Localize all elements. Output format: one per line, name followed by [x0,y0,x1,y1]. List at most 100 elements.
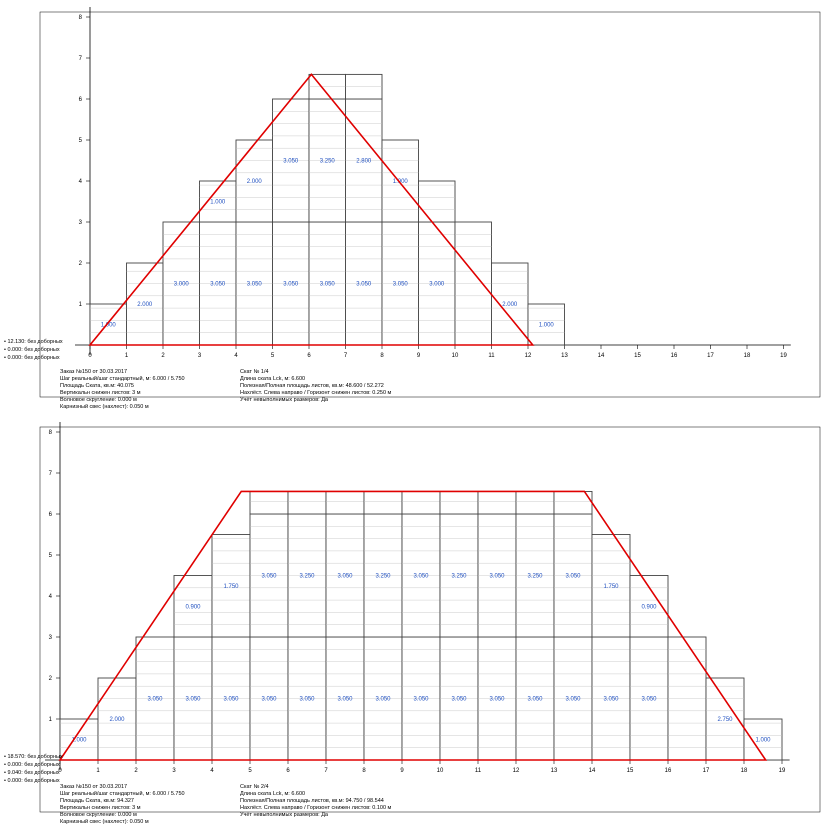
svg-text:15: 15 [634,353,641,359]
svg-text:18: 18 [744,353,751,359]
svg-text:Учёт невыполнимых размеров: Да: Учёт невыполнимых размеров: Да [240,812,329,818]
svg-text:Скат № 1/4: Скат № 1/4 [240,369,269,375]
svg-text:2: 2 [49,676,53,682]
svg-text:10: 10 [452,353,459,359]
svg-text:8: 8 [362,768,366,774]
svg-text:3.050: 3.050 [299,697,315,703]
svg-text:3.050: 3.050 [413,574,429,580]
svg-text:0.900: 0.900 [185,604,201,610]
svg-text:3.050: 3.050 [565,697,581,703]
svg-text:0.900: 0.900 [641,604,657,610]
svg-text:16: 16 [671,353,678,359]
svg-text:3: 3 [79,220,83,226]
svg-text:6: 6 [79,97,83,103]
svg-text:3.050: 3.050 [185,697,201,703]
svg-text:13: 13 [561,353,568,359]
svg-text:Шаг реальный/шаг стандартный,: Шаг реальный/шаг стандартный, м: 6.000 /… [60,375,185,382]
svg-text:• 9.040: без доборных: • 9.040: без доборных [4,770,60,776]
svg-text:3: 3 [198,353,202,359]
svg-text:3.050: 3.050 [337,697,353,703]
svg-text:• 0.000: без доборных: • 0.000: без доборных [4,778,60,784]
svg-text:6: 6 [307,353,311,359]
slope-panel-1: 012345678910111213141516171819123456781.… [0,0,830,410]
svg-text:16: 16 [665,768,672,774]
svg-text:3.050: 3.050 [527,697,543,703]
svg-text:Волновое скругление: 0.000 м: Волновое скругление: 0.000 м [60,397,137,403]
svg-text:3.050: 3.050 [356,282,372,288]
svg-text:2.000: 2.000 [137,302,153,308]
svg-text:1.750: 1.750 [223,584,239,590]
svg-text:Площадь Ската, кв.м: 40.075: Площадь Ската, кв.м: 40.075 [60,383,134,389]
svg-text:12: 12 [525,353,532,359]
svg-text:8: 8 [380,353,384,359]
svg-text:4: 4 [210,768,214,774]
svg-text:3.050: 3.050 [489,697,505,703]
slope-panel-2: 012345678910111213141516171819123456781.… [0,415,830,830]
svg-text:Нахлёст. Слева направо / Гориз: Нахлёст. Слева направо / Горизонт снижен… [240,805,392,811]
svg-text:5: 5 [79,138,83,144]
svg-text:2.000: 2.000 [109,717,125,723]
svg-text:7: 7 [49,471,53,477]
svg-text:Заказ №150 от 30.03.2017: Заказ №150 от 30.03.2017 [60,784,127,790]
svg-text:9: 9 [417,353,421,359]
svg-text:4: 4 [79,179,83,185]
svg-text:3.050: 3.050 [147,697,163,703]
svg-text:19: 19 [780,353,787,359]
svg-text:2: 2 [134,768,138,774]
svg-text:3.000: 3.000 [174,282,190,288]
svg-text:6: 6 [286,768,290,774]
svg-text:4: 4 [49,594,53,600]
svg-text:18: 18 [741,768,748,774]
svg-text:17: 17 [707,353,714,359]
svg-text:Карнизный свес (нахлест): 0.05: Карнизный свес (нахлест): 0.050 м [60,403,149,410]
svg-text:• 18.570: без доборных: • 18.570: без доборных [4,754,63,760]
svg-text:3.000: 3.000 [429,282,445,288]
svg-text:3: 3 [49,635,53,641]
svg-text:3.050: 3.050 [603,697,619,703]
svg-text:8: 8 [49,430,53,436]
svg-text:• 0.000: без доборных: • 0.000: без доборных [4,762,60,768]
svg-text:2.000: 2.000 [502,302,518,308]
svg-text:1: 1 [79,302,83,308]
svg-text:12: 12 [513,768,520,774]
svg-text:Заказ №150 от 30.03.2017: Заказ №150 от 30.03.2017 [60,369,127,375]
svg-text:Волновое скругление: 0.000 м: Волновое скругление: 0.000 м [60,812,137,818]
svg-text:1: 1 [96,768,100,774]
svg-text:2: 2 [161,353,165,359]
svg-text:10: 10 [437,768,444,774]
svg-text:3.050: 3.050 [261,574,277,580]
svg-text:3.050: 3.050 [337,574,353,580]
svg-text:3.250: 3.250 [320,159,336,165]
svg-text:3.050: 3.050 [565,574,581,580]
svg-text:Скат № 2/4: Скат № 2/4 [240,784,269,790]
svg-text:3.050: 3.050 [451,697,467,703]
svg-text:3.050: 3.050 [261,697,277,703]
svg-text:Вертикальн снижен листов: 3 м: Вертикальн снижен листов: 3 м [60,390,141,396]
svg-text:3.250: 3.250 [299,574,315,580]
svg-text:• 0.000: без доборных: • 0.000: без доборных [4,347,60,353]
svg-text:5: 5 [49,553,53,559]
svg-text:Вертикальн снижен листов: 3 м: Вертикальн снижен листов: 3 м [60,805,141,811]
svg-text:3.050: 3.050 [210,282,226,288]
svg-text:3.250: 3.250 [375,574,391,580]
svg-text:8: 8 [79,15,83,21]
svg-text:Площадь Ската, кв.м: 94.327: Площадь Ската, кв.м: 94.327 [60,798,134,804]
svg-text:4: 4 [234,353,238,359]
svg-text:14: 14 [589,768,596,774]
svg-text:Длина ската Lck, м: 6.600: Длина ската Lck, м: 6.600 [240,791,305,797]
svg-text:• 0.000: без доборных: • 0.000: без доборных [4,355,60,361]
svg-text:5: 5 [248,768,252,774]
svg-text:1.000: 1.000 [539,323,555,329]
svg-text:9: 9 [400,768,404,774]
svg-text:2: 2 [79,261,83,267]
svg-text:Карнизный свес (нахлест): 0.05: Карнизный свес (нахлест): 0.050 м [60,818,149,825]
svg-text:11: 11 [475,768,482,774]
svg-text:1: 1 [125,353,129,359]
svg-text:2.000: 2.000 [247,179,263,185]
svg-text:3.050: 3.050 [247,282,263,288]
svg-text:3.050: 3.050 [223,697,239,703]
svg-text:1.750: 1.750 [603,584,619,590]
svg-text:19: 19 [779,768,786,774]
svg-text:3.050: 3.050 [320,282,336,288]
svg-text:Шаг реальный/шаг стандартный,: Шаг реальный/шаг стандартный, м: 6.000 /… [60,790,185,797]
